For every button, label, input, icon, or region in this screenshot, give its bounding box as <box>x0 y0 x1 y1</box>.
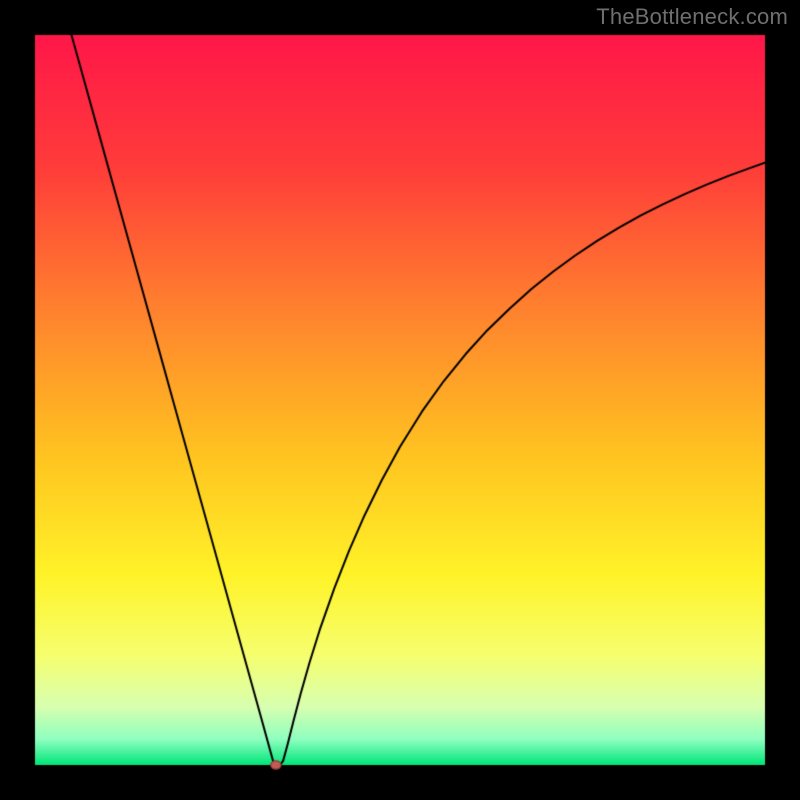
watermark-text: TheBottleneck.com <box>596 4 788 30</box>
bottleneck-chart-canvas <box>0 0 800 800</box>
figure-root: TheBottleneck.com <box>0 0 800 800</box>
